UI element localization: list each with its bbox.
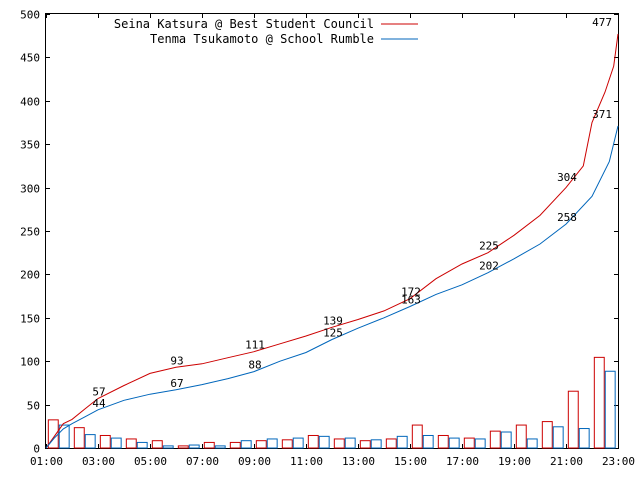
- y-axis: 0 50 100 150 200 250 300 350 400 450 500: [20, 9, 618, 456]
- bar-series-2: [422, 434, 434, 449]
- data-label: 172: [401, 286, 421, 299]
- plot-frame: [45, 13, 619, 449]
- bar-series-2: [604, 370, 616, 449]
- y-tick-label: 250: [20, 226, 40, 239]
- x-tick-label: 19:00: [498, 455, 531, 468]
- bar-series-1: [333, 438, 345, 449]
- legend-label-series-1: Seina Katsura @ Best Student Council: [114, 17, 374, 31]
- x-tick-label: 05:00: [134, 455, 167, 468]
- bar-series-2: [162, 445, 174, 449]
- bar-series-2: [448, 437, 460, 449]
- bar-series-2: [240, 440, 252, 449]
- bar-series-2: [396, 435, 408, 449]
- bar-series-1: [411, 424, 423, 449]
- bar-series-2: [214, 445, 226, 449]
- bar-series-1: [567, 390, 579, 449]
- x-tick-label: 09:00: [238, 455, 271, 468]
- y-tick-label: 350: [20, 139, 40, 152]
- y-tick-label: 100: [20, 356, 40, 369]
- x-tick-label: 07:00: [186, 455, 219, 468]
- data-label: 371: [592, 108, 612, 121]
- bar-series-2: [526, 438, 538, 449]
- bar-series-1: [437, 434, 449, 449]
- bar-series-2: [188, 444, 200, 449]
- x-tick-label: 21:00: [550, 455, 583, 468]
- data-label: 477: [592, 16, 612, 29]
- legend: Seina Katsura @ Best Student Council Ten…: [114, 17, 418, 46]
- y-tick-label: 300: [20, 183, 40, 196]
- bar-series-2: [344, 437, 356, 449]
- bar-series-2: [318, 435, 330, 449]
- y-tick-label: 150: [20, 313, 40, 326]
- bar-series-2: [292, 437, 304, 449]
- data-label: 125: [323, 327, 343, 340]
- bar-series-1: [203, 441, 215, 449]
- data-label: 67: [170, 377, 183, 390]
- y-tick-label: 400: [20, 96, 40, 109]
- x-tick-label: 23:00: [602, 455, 635, 468]
- cumulative-lines: [45, 33, 619, 449]
- bar-series-2: [370, 439, 382, 449]
- x-tick-label: 17:00: [446, 455, 479, 468]
- x-axis: 01:00 03:00 05:00 07:00 09:00 11:00 13:00 15:00…: [30, 14, 635, 468]
- bar-series-1: [151, 440, 163, 449]
- y-tick-label: 500: [20, 9, 40, 22]
- bar-series-1: [99, 434, 111, 449]
- bar-series-1: [489, 430, 501, 449]
- bar-series-2: [110, 437, 122, 449]
- bar-series-1: [541, 421, 553, 449]
- data-label: 88: [248, 359, 261, 372]
- bar-series-1: [359, 440, 371, 449]
- legend-label-series-2: Tenma Tsukamoto @ School Rumble: [150, 32, 374, 46]
- y-tick-label: 450: [20, 52, 40, 65]
- data-label: 304: [557, 171, 577, 184]
- data-label: 225: [479, 240, 499, 253]
- bar-series-1: [125, 438, 137, 449]
- bar-series-2: [58, 424, 70, 449]
- line-series-1: [45, 33, 619, 449]
- bar-series-2: [266, 438, 278, 449]
- hourly-bars: [47, 356, 616, 449]
- x-tick-label: 11:00: [290, 455, 323, 468]
- data-label: 139: [323, 314, 343, 327]
- data-label: 111: [245, 339, 265, 352]
- y-tick-label: 0: [33, 443, 40, 456]
- bar-series-1: [515, 424, 527, 449]
- x-tick-label: 13:00: [342, 455, 375, 468]
- bar-series-1: [307, 434, 319, 449]
- bar-series-1: [593, 356, 605, 449]
- y-tick-label: 200: [20, 269, 40, 282]
- bar-series-1: [463, 437, 475, 449]
- x-tick-label: 03:00: [82, 455, 115, 468]
- bar-series-1: [229, 441, 241, 449]
- data-label: 57: [92, 386, 105, 399]
- x-tick-label: 15:00: [394, 455, 427, 468]
- data-label: 202: [479, 260, 499, 273]
- y-tick-label: 50: [27, 400, 40, 413]
- bar-series-1: [73, 427, 85, 449]
- bar-series-2: [578, 428, 590, 449]
- bar-series-2: [552, 426, 564, 449]
- bar-series-1: [255, 440, 267, 449]
- line-series-2: [45, 125, 619, 449]
- bar-series-2: [84, 434, 96, 449]
- data-label: 44: [92, 397, 106, 410]
- data-label: 258: [557, 211, 577, 224]
- bar-series-2: [474, 438, 486, 449]
- bar-series-1: [281, 439, 293, 449]
- bar-series-2: [500, 431, 512, 449]
- data-label: 163: [401, 294, 421, 307]
- bar-series-1: [385, 438, 397, 449]
- data-label: 93: [170, 354, 183, 367]
- bar-series-2: [136, 441, 148, 449]
- x-tick-label: 01:00: [30, 455, 63, 468]
- bar-series-1: [177, 445, 189, 449]
